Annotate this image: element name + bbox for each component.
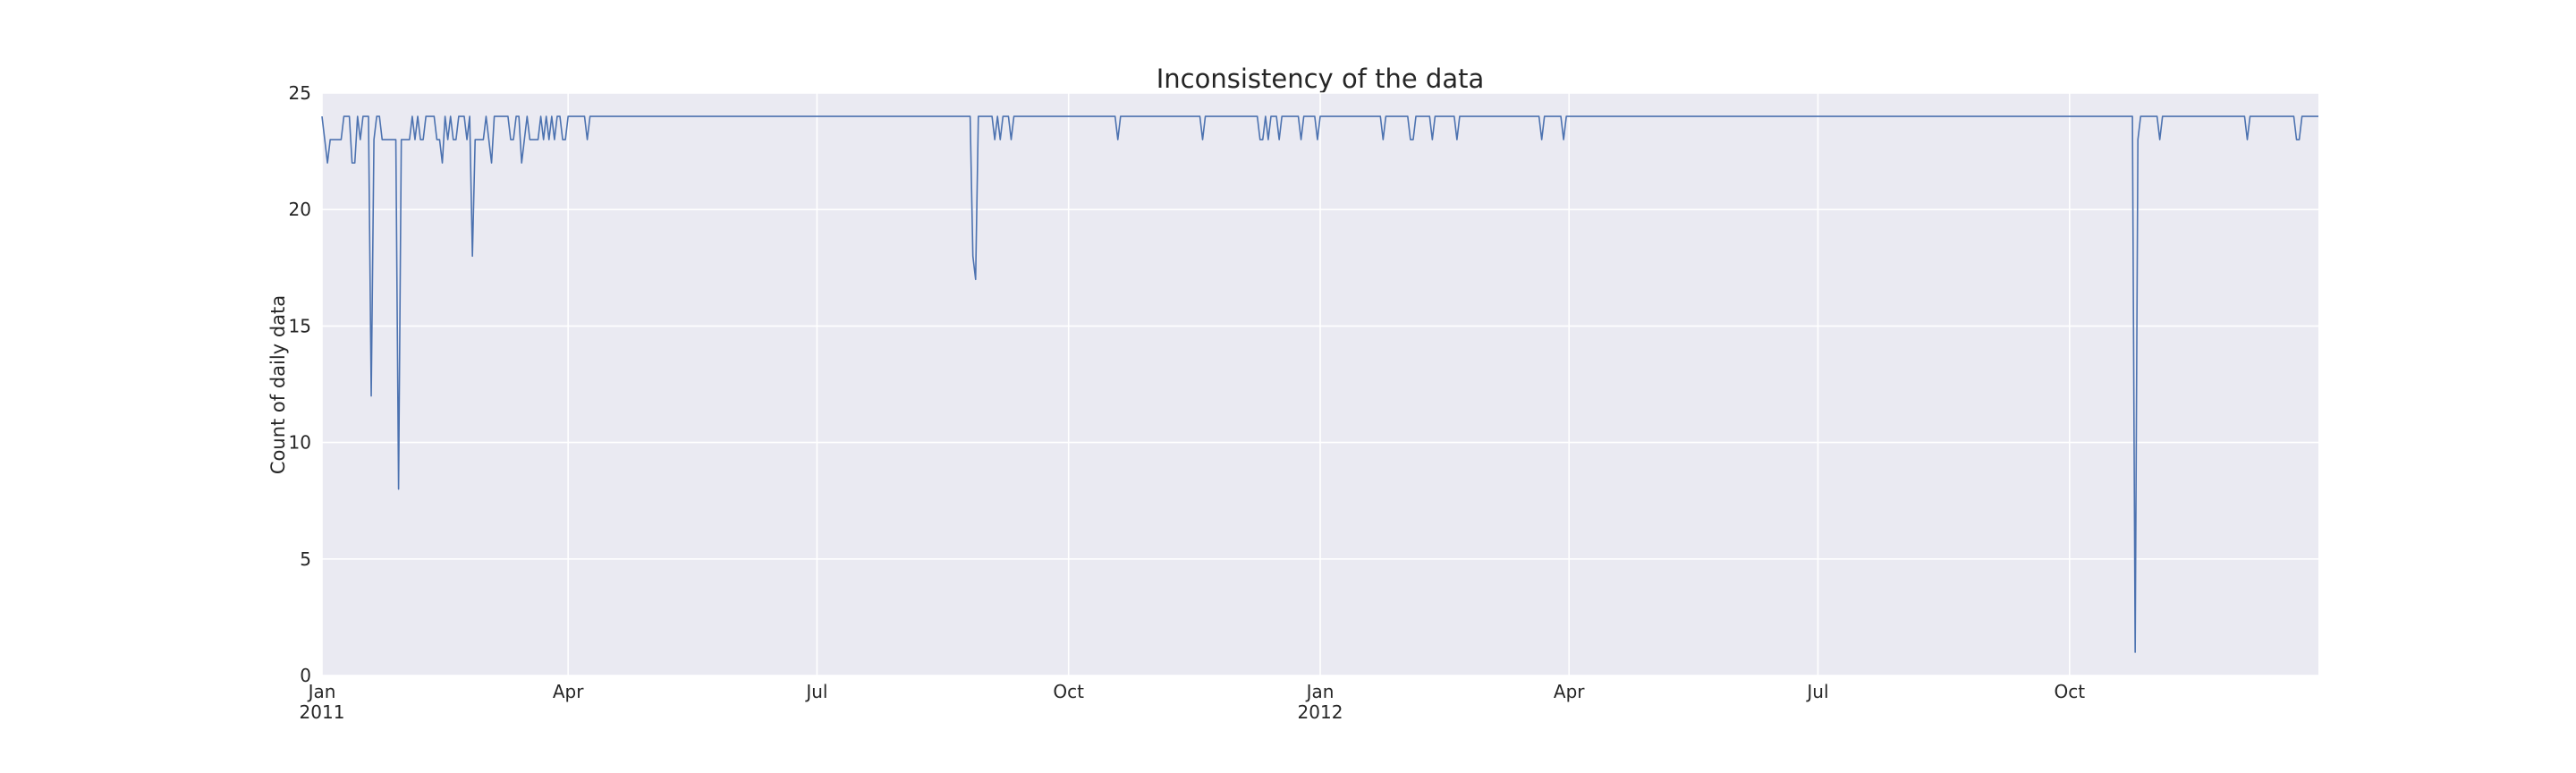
- y-gridlines: [322, 92, 2318, 676]
- y-tick-label: 5: [300, 548, 311, 570]
- x-tick-year-label: 2012: [1298, 701, 1343, 723]
- x-tick-label: Oct: [2054, 681, 2085, 702]
- x-tick-label: Jul: [1805, 681, 1828, 702]
- chart-title: Inconsistency of the data: [1157, 64, 1485, 94]
- x-tick-label: Jan: [307, 681, 336, 702]
- x-tick-label: Apr: [553, 681, 584, 702]
- y-tick-label: 20: [289, 199, 311, 220]
- y-tick-label: 15: [289, 315, 311, 336]
- y-tick-label: 25: [289, 82, 311, 104]
- x-tick-label: Apr: [1554, 681, 1585, 702]
- series-line: [321, 115, 2318, 653]
- x-tick-year-label: 2011: [300, 701, 345, 723]
- y-axis-label: Count of daily data: [267, 295, 289, 474]
- x-tick-label: Jan: [1305, 681, 1335, 702]
- x-tick-label: Jul: [804, 681, 827, 702]
- y-tick-label: 10: [289, 432, 311, 454]
- x-tick-label: Oct: [1053, 681, 1084, 702]
- y-tick-label: 0: [300, 665, 311, 686]
- x-gridlines: [321, 93, 2071, 675]
- y-axis-ticks: 0 5 10 15 20 25: [289, 82, 311, 686]
